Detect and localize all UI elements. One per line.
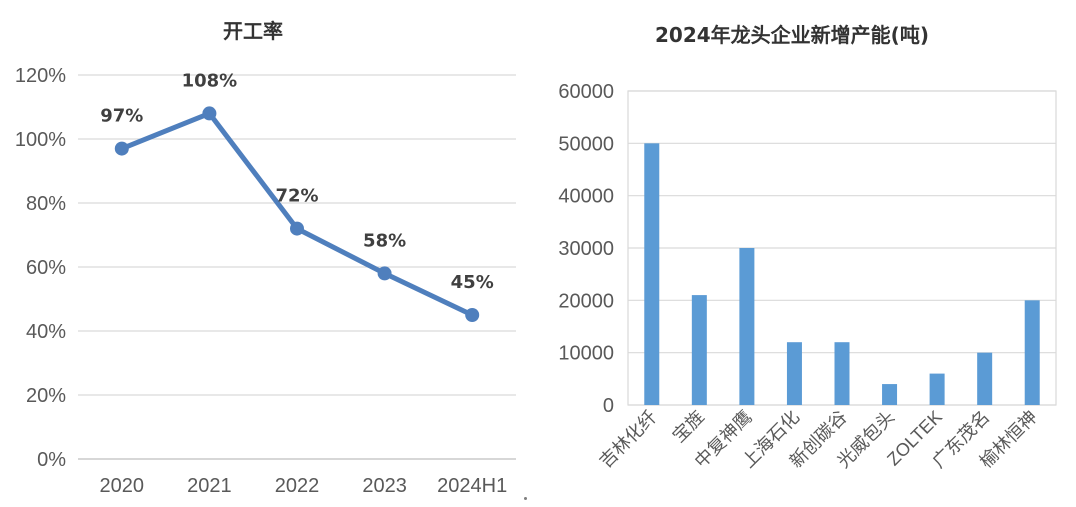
y-tick-label: 80% [26, 193, 66, 215]
y-tick-label: 60000 [558, 81, 614, 103]
x-tick-label: 宝旌 [669, 407, 709, 447]
bar [1024, 300, 1040, 405]
y-tick-label: 60% [26, 257, 66, 279]
bar [882, 384, 898, 405]
bar [691, 295, 707, 405]
capacity-chart: 2024年龙头企业新增产能(吨) 0 10000 20000 30000 40000 50… [530, 0, 1076, 507]
data-point [114, 141, 129, 156]
y-tick-label: 40% [26, 321, 66, 343]
data-point [377, 266, 392, 281]
data-point [202, 106, 217, 121]
bar [644, 143, 660, 406]
data-point [465, 308, 480, 322]
y-tick-label: 10000 [558, 343, 614, 365]
y-tick-label: 0% [37, 449, 66, 471]
y-tick-label: 0 [603, 395, 614, 417]
y-tick-label: 100% [15, 129, 66, 151]
data-label: 72% [275, 186, 318, 207]
y-tick-label: 20000 [558, 290, 614, 312]
x-tick-label: 2020 [100, 475, 145, 497]
data-label: 45% [451, 272, 494, 293]
data-label: 97% [100, 106, 143, 127]
decorative-dot [524, 497, 527, 500]
y-tick-label: 30000 [558, 238, 614, 260]
data-label: 108% [182, 70, 238, 91]
bar [929, 373, 945, 405]
y-tick-label: 50000 [558, 133, 614, 155]
bar [977, 352, 993, 405]
y-tick-label: 120% [15, 65, 66, 87]
utilization-chart: 开工率 0% 20% 40% 60% 80% 100% 120% 2020 2021 2022 2… [0, 0, 530, 507]
chart-title: 2024年龙头企业新增产能(吨) [655, 23, 929, 47]
capacity-chart-svg: 2024年龙头企业新增产能(吨) 0 10000 20000 30000 40000 50… [558, 23, 1057, 472]
x-tick-label: 2024H1 [437, 475, 507, 497]
bar [786, 342, 802, 405]
chart-title: 开工率 [223, 19, 283, 43]
data-point [290, 221, 304, 236]
y-tick-label: 20% [26, 385, 66, 407]
bar [739, 248, 755, 405]
x-tick-label: 2022 [275, 475, 320, 497]
series-line [119, 110, 475, 318]
x-tick-label: 2023 [362, 475, 407, 497]
bar [834, 342, 850, 405]
utilization-chart-svg: 开工率 0% 20% 40% 60% 80% 100% 120% 2020 2021 2022 2… [15, 19, 516, 497]
y-tick-label: 40000 [558, 186, 614, 208]
data-label: 58% [363, 230, 406, 251]
x-tick-label: 2021 [187, 475, 232, 497]
